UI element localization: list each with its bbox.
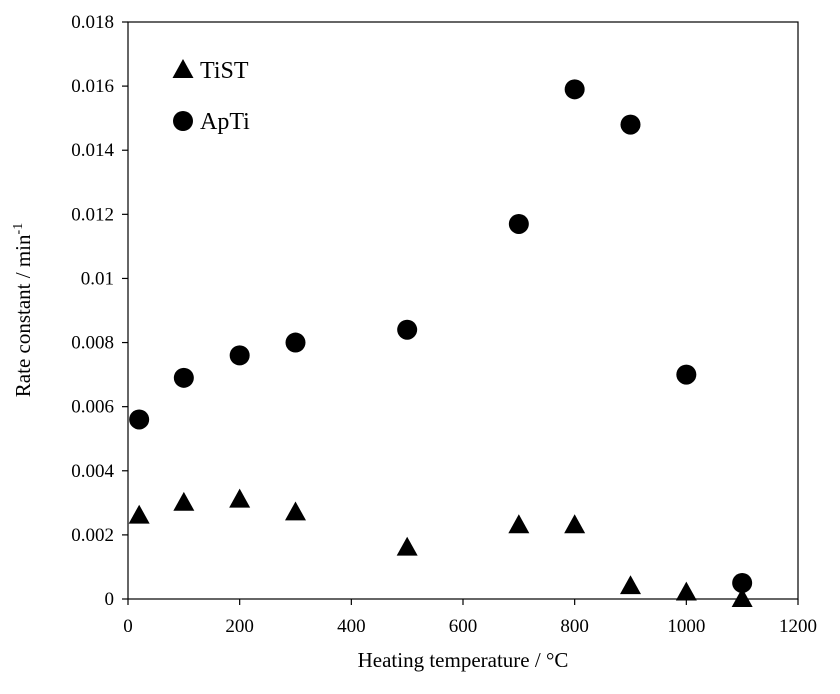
y-tick-label: 0.016	[71, 76, 114, 97]
y-axis: 0 0.002 0.004 0.006 0.008 0.01 0.012 0.014 0.016…	[71, 12, 128, 610]
y-tick-label: 0	[105, 589, 115, 610]
legend-marker-tist	[172, 59, 194, 78]
y-tick-label: 0.008	[71, 333, 114, 354]
y-axis-title-sup: -1	[11, 223, 26, 235]
apti-point	[508, 213, 529, 234]
tist-point	[285, 501, 306, 521]
apti-point	[397, 319, 418, 340]
tist-point	[564, 514, 586, 534]
legend: TiST ApTi	[172, 58, 250, 135]
tist-point	[731, 588, 753, 607]
y-tick-label: 0.002	[71, 525, 114, 546]
legend-label: TiST	[200, 58, 249, 84]
apti-point	[229, 345, 250, 366]
y-tick-label: 0.012	[71, 204, 114, 225]
tist-point	[229, 488, 251, 508]
apti-point	[676, 364, 697, 385]
y-axis-title-main: Rate constant / min	[11, 234, 35, 397]
tist-point	[508, 514, 530, 534]
apti-point	[620, 114, 641, 135]
apti-point	[129, 409, 150, 430]
legend-marker-apti	[173, 111, 193, 131]
x-axis: 0 200 400 600 800 1000 1200	[123, 599, 817, 637]
x-tick-label: 200	[225, 616, 254, 637]
tist-point	[396, 536, 418, 556]
y-axis-title: Rate constant / min-1	[11, 223, 35, 397]
x-tick-label: 1200	[779, 616, 817, 637]
x-tick-label: 400	[337, 616, 366, 637]
apti-point	[732, 572, 753, 593]
tist-point	[675, 581, 697, 601]
y-tick-label: 0.01	[81, 268, 114, 289]
y-tick-label: 0.006	[71, 397, 114, 418]
x-tick-label: 1000	[667, 616, 705, 637]
apti-point	[285, 332, 306, 353]
y-tick-label: 0.018	[71, 12, 114, 33]
apti-point	[173, 367, 194, 388]
apti-point	[564, 79, 585, 100]
data-points	[128, 79, 753, 607]
legend-label: ApTi	[200, 109, 250, 135]
tist-point	[128, 504, 150, 524]
x-tick-label: 600	[449, 616, 478, 637]
tist-point	[173, 491, 195, 511]
y-tick-label: 0.004	[71, 461, 114, 482]
x-tick-label: 800	[560, 616, 589, 637]
x-axis-title: Heating temperature / °C	[358, 648, 569, 672]
x-tick-label: 0	[123, 616, 133, 637]
tist-point	[620, 575, 641, 595]
y-tick-label: 0.014	[71, 140, 114, 161]
